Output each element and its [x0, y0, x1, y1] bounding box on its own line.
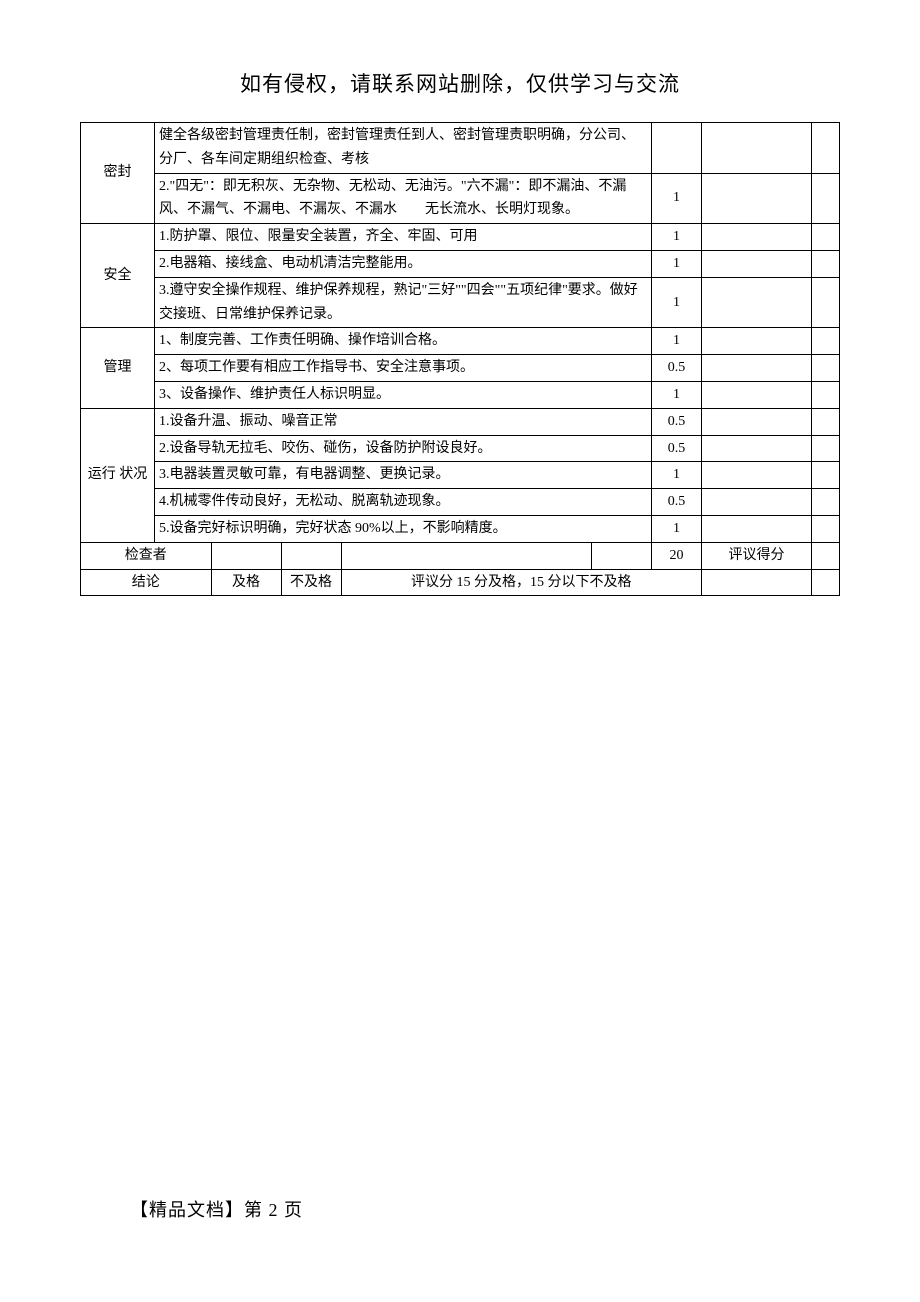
- tail-cell: [812, 173, 840, 224]
- score-cell: 1: [652, 328, 702, 355]
- tail-cell: [812, 224, 840, 251]
- evaluation-table: 密封健全各级密封管理责任制，密封管理责任到人、密封管理责职明确，分公司、分厂、各…: [80, 122, 840, 596]
- table-row: 2.电器箱、接线盒、电动机清洁完整能用。1: [81, 250, 840, 277]
- blank-cell: [702, 355, 812, 382]
- description-cell: 2、每项工作要有相应工作指导书、安全注意事项。: [155, 355, 652, 382]
- tail-cell: [812, 435, 840, 462]
- score-cell: 1: [652, 462, 702, 489]
- page-footer: 【精品文档】第 2 页: [130, 1196, 303, 1222]
- table-row: 2、每项工作要有相应工作指导书、安全注意事项。0.5: [81, 355, 840, 382]
- score-cell: 1: [652, 381, 702, 408]
- blank-cell: [702, 224, 812, 251]
- score-cell: 1: [652, 515, 702, 542]
- table-row: 4.机械零件传动良好，无松动、脱离轨迹现象。0.5: [81, 489, 840, 516]
- score-label-cell: 评议得分: [702, 542, 812, 569]
- checker-blank: [591, 543, 651, 569]
- blank-cell: [702, 515, 812, 542]
- score-cell: [652, 123, 702, 174]
- blank-cell: [702, 328, 812, 355]
- description-cell: 4.机械零件传动良好，无松动、脱离轨迹现象。: [155, 489, 652, 516]
- evaluation-table-container: 密封健全各级密封管理责任制，密封管理责任到人、密封管理责职明确，分公司、分厂、各…: [0, 122, 920, 596]
- description-cell: 5.设备完好标识明确，完好状态 90%以上，不影响精度。: [155, 515, 652, 542]
- description-cell: 1、制度完善、工作责任明确、操作培训合格。: [155, 328, 652, 355]
- conclusion-label: 结论: [81, 570, 211, 596]
- blank-cell: [702, 569, 812, 596]
- tail-cell: [812, 408, 840, 435]
- description-cell: 2."四无"：即无积灰、无杂物、无松动、无油污。"六不漏"：即不漏油、不漏风、不…: [155, 173, 652, 224]
- checker-row: 检查者 20评议得分: [81, 542, 840, 569]
- checker-cell: 检查者: [81, 542, 652, 569]
- table-row: 2.设备导轨无拉毛、咬伤、碰伤，设备防护附设良好。0.5: [81, 435, 840, 462]
- total-score-cell: 20: [652, 542, 702, 569]
- tail-cell: [812, 542, 840, 569]
- category-cell: 密封: [81, 123, 155, 224]
- description-cell: 3、设备操作、维护责任人标识明显。: [155, 381, 652, 408]
- blank-cell: [702, 123, 812, 174]
- description-cell: 2.电器箱、接线盒、电动机清洁完整能用。: [155, 250, 652, 277]
- table-row: 密封健全各级密封管理责任制，密封管理责任到人、密封管理责职明确，分公司、分厂、各…: [81, 123, 840, 174]
- blank-cell: [702, 435, 812, 462]
- checker-blank: [281, 543, 341, 569]
- rule-cell: 评议分 15 分及格，15 分以下不及格: [341, 570, 701, 596]
- pass-cell: 及格: [211, 570, 281, 596]
- tail-cell: [812, 355, 840, 382]
- page-header: 如有侵权，请联系网站删除，仅供学习与交流: [0, 0, 920, 122]
- table-row: 5.设备完好标识明确，完好状态 90%以上，不影响精度。1: [81, 515, 840, 542]
- table-row: 3.遵守安全操作规程、维护保养规程，熟记"三好""四会""五项纪律"要求。做好交…: [81, 277, 840, 328]
- description-cell: 1.设备升温、振动、噪音正常: [155, 408, 652, 435]
- blank-cell: [702, 489, 812, 516]
- tail-cell: [812, 277, 840, 328]
- blank-cell: [702, 173, 812, 224]
- description-cell: 3.遵守安全操作规程、维护保养规程，熟记"三好""四会""五项纪律"要求。做好交…: [155, 277, 652, 328]
- score-cell: 1: [652, 224, 702, 251]
- fail-cell: 不及格: [281, 570, 341, 596]
- checker-label: 检查者: [81, 543, 211, 569]
- table-row: 运行 状况1.设备升温、振动、噪音正常0.5: [81, 408, 840, 435]
- checker-blank: [341, 543, 591, 569]
- blank-cell: [702, 277, 812, 328]
- score-cell: 0.5: [652, 435, 702, 462]
- category-cell: 安全: [81, 224, 155, 328]
- table-row: 2."四无"：即无积灰、无杂物、无松动、无油污。"六不漏"：即不漏油、不漏风、不…: [81, 173, 840, 224]
- checker-blank: [211, 543, 281, 569]
- tail-cell: [812, 515, 840, 542]
- tail-cell: [812, 569, 840, 596]
- tail-cell: [812, 462, 840, 489]
- table-row: 安全1.防护罩、限位、限量安全装置，齐全、牢固、可用1: [81, 224, 840, 251]
- score-cell: 1: [652, 173, 702, 224]
- conclusion-row: 结论及格不及格评议分 15 分及格，15 分以下不及格: [81, 569, 840, 596]
- category-cell: 管理: [81, 328, 155, 408]
- score-cell: 1: [652, 277, 702, 328]
- blank-cell: [702, 250, 812, 277]
- description-cell: 健全各级密封管理责任制，密封管理责任到人、密封管理责职明确，分公司、分厂、各车间…: [155, 123, 652, 174]
- tail-cell: [812, 489, 840, 516]
- tail-cell: [812, 381, 840, 408]
- score-cell: 0.5: [652, 355, 702, 382]
- table-row: 管理1、制度完善、工作责任明确、操作培训合格。1: [81, 328, 840, 355]
- category-cell: 运行 状况: [81, 408, 155, 542]
- tail-cell: [812, 123, 840, 174]
- description-cell: 3.电器装置灵敏可靠，有电器调整、更换记录。: [155, 462, 652, 489]
- blank-cell: [702, 462, 812, 489]
- score-cell: 0.5: [652, 408, 702, 435]
- description-cell: 1.防护罩、限位、限量安全装置，齐全、牢固、可用: [155, 224, 652, 251]
- score-cell: 1: [652, 250, 702, 277]
- table-row: 3.电器装置灵敏可靠，有电器调整、更换记录。1: [81, 462, 840, 489]
- conclusion-cell: 结论及格不及格评议分 15 分及格，15 分以下不及格: [81, 569, 702, 596]
- tail-cell: [812, 250, 840, 277]
- blank-cell: [702, 408, 812, 435]
- tail-cell: [812, 328, 840, 355]
- blank-cell: [702, 381, 812, 408]
- description-cell: 2.设备导轨无拉毛、咬伤、碰伤，设备防护附设良好。: [155, 435, 652, 462]
- table-row: 3、设备操作、维护责任人标识明显。1: [81, 381, 840, 408]
- score-cell: 0.5: [652, 489, 702, 516]
